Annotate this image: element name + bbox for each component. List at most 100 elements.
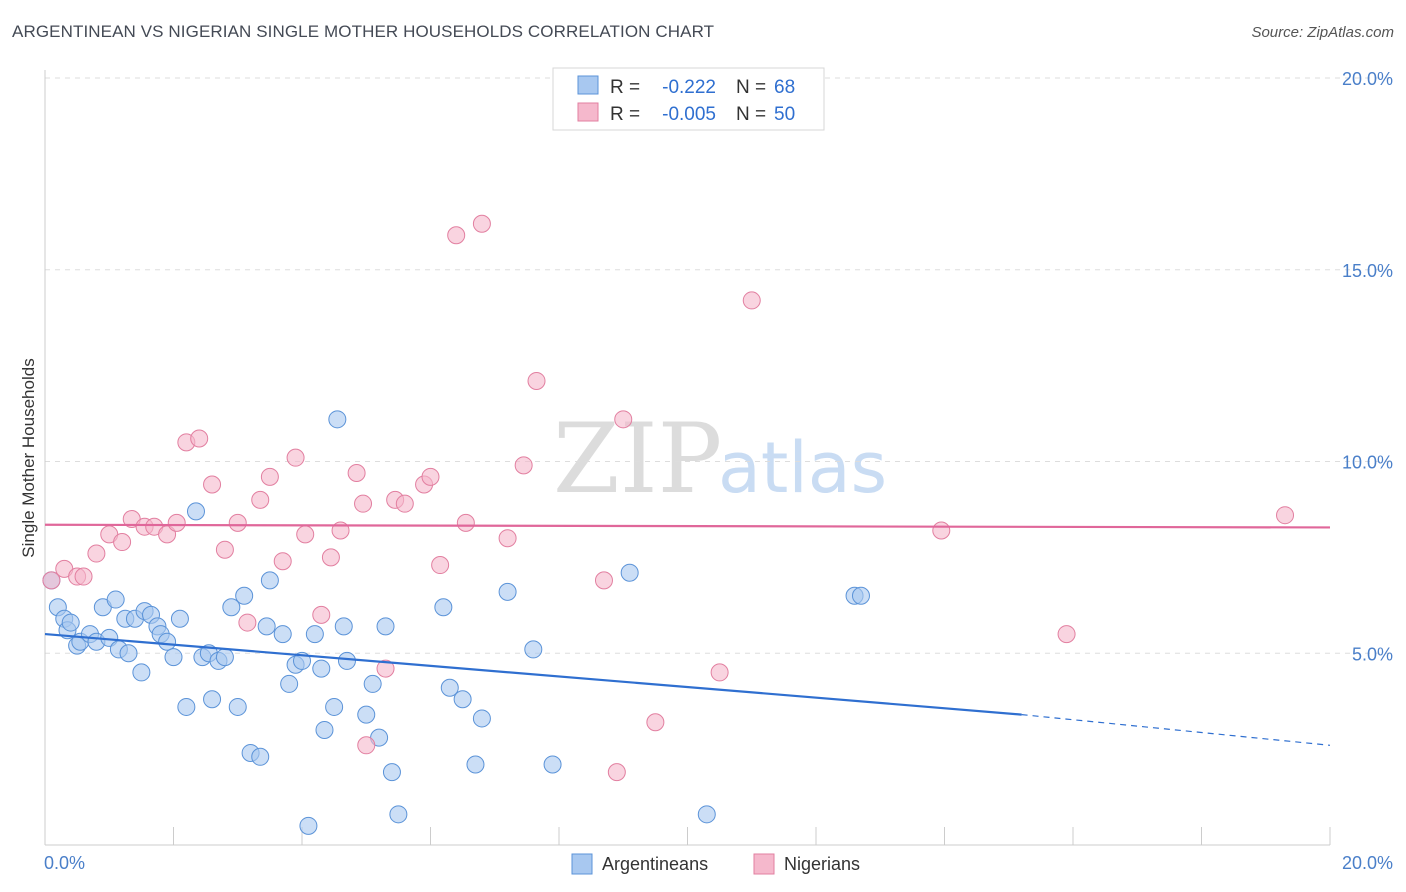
point-nigerians xyxy=(456,513,475,532)
legend-r-value-1: -0.222 xyxy=(662,77,716,98)
series-legend-swatch-argentineans xyxy=(571,853,593,875)
point-nigerians xyxy=(113,533,132,552)
point-argentineans xyxy=(382,763,401,782)
point-nigerians xyxy=(395,494,414,513)
point-nigerians xyxy=(646,713,665,732)
point-nigerians xyxy=(273,552,292,571)
point-argentineans xyxy=(257,617,276,636)
point-nigerians xyxy=(354,494,373,513)
point-argentineans xyxy=(164,648,183,667)
legend-n-value-2: 50 xyxy=(774,104,795,125)
axes xyxy=(44,70,1331,846)
legend-n-label-2: N = xyxy=(736,104,766,125)
point-argentineans xyxy=(177,697,196,716)
point-nigerians xyxy=(1276,506,1295,525)
point-nigerians xyxy=(74,567,93,586)
trend-line-nigerians xyxy=(44,523,1331,529)
legend-n-label-1: N = xyxy=(736,77,766,98)
point-argentineans xyxy=(851,586,870,605)
point-argentineans xyxy=(222,598,241,617)
point-argentineans xyxy=(466,755,485,774)
point-nigerians xyxy=(498,529,517,548)
point-argentineans xyxy=(389,805,408,824)
point-argentineans xyxy=(132,663,151,682)
point-nigerians xyxy=(514,456,533,475)
point-argentineans xyxy=(315,720,334,739)
point-argentineans xyxy=(376,617,395,636)
series-legend-swatch-nigerians xyxy=(753,853,775,875)
trend-line-argentineans xyxy=(44,632,1022,716)
watermark-zip: ZIP xyxy=(553,403,722,515)
point-argentineans xyxy=(325,697,344,716)
x-tick-label-min: 0.0% xyxy=(44,853,85,873)
point-nigerians xyxy=(347,464,366,483)
trend-line-extension-argentineans xyxy=(1021,714,1331,746)
legend-swatch-argentineans xyxy=(577,75,599,95)
point-nigerians xyxy=(228,513,247,532)
y-tick-label: 5.0% xyxy=(1352,644,1393,664)
point-nigerians xyxy=(251,490,270,509)
point-nigerians xyxy=(260,467,279,486)
point-argentineans xyxy=(170,609,189,628)
point-nigerians xyxy=(215,540,234,559)
legend-r-label-2: R = xyxy=(610,104,640,125)
y-tick-label: 15.0% xyxy=(1342,261,1393,281)
point-nigerians xyxy=(203,475,222,494)
point-nigerians xyxy=(447,226,466,245)
point-nigerians xyxy=(431,556,450,575)
x-tick-label-max: 20.0% xyxy=(1342,853,1393,873)
point-argentineans xyxy=(337,651,356,670)
series-legend-label-argentineans: Argentineans xyxy=(602,854,708,874)
point-argentineans xyxy=(357,705,376,724)
legend-swatch-nigerians xyxy=(577,102,599,122)
point-nigerians xyxy=(238,613,257,632)
point-argentineans xyxy=(434,598,453,617)
point-argentineans xyxy=(620,563,639,582)
point-nigerians xyxy=(710,663,729,682)
legend-r-label-1: R = xyxy=(610,77,640,98)
trend-lines xyxy=(44,523,1331,746)
point-argentineans xyxy=(472,709,491,728)
point-argentineans xyxy=(280,674,299,693)
point-argentineans xyxy=(235,586,254,605)
source-credit: Source: ZipAtlas.com xyxy=(1251,24,1394,41)
point-argentineans xyxy=(106,590,125,609)
point-argentineans xyxy=(697,805,716,824)
series-legend-label-nigerians: Nigerians xyxy=(784,854,860,874)
point-argentineans xyxy=(251,747,270,766)
point-nigerians xyxy=(614,410,633,429)
point-nigerians xyxy=(594,571,613,590)
point-argentineans xyxy=(215,648,234,667)
point-argentineans xyxy=(440,678,459,697)
point-argentineans xyxy=(363,674,382,693)
point-argentineans xyxy=(334,617,353,636)
point-argentineans xyxy=(328,410,347,429)
scatter-points xyxy=(42,214,1295,835)
point-argentineans xyxy=(158,632,177,651)
point-nigerians xyxy=(421,467,440,486)
point-argentineans xyxy=(186,502,205,521)
point-nigerians xyxy=(296,525,315,544)
point-nigerians xyxy=(932,521,951,540)
point-argentineans xyxy=(260,571,279,590)
y-tick-labels: 5.0% 10.0% 15.0% 20.0% xyxy=(1342,69,1393,664)
point-argentineans xyxy=(305,625,324,644)
point-nigerians xyxy=(357,736,376,755)
x-tick-labels: 0.0% 20.0% xyxy=(44,853,1393,873)
gridlines xyxy=(45,77,1392,654)
point-nigerians xyxy=(190,429,209,448)
point-nigerians xyxy=(376,659,395,678)
y-tick-label: 10.0% xyxy=(1342,453,1393,473)
point-nigerians xyxy=(607,763,626,782)
point-nigerians xyxy=(742,291,761,310)
series-legend: Argentineans Nigerians xyxy=(571,853,860,875)
chart-title: ARGENTINEAN VS NIGERIAN SINGLE MOTHER HO… xyxy=(12,22,715,41)
point-nigerians xyxy=(87,544,106,563)
point-nigerians xyxy=(167,513,186,532)
point-argentineans xyxy=(312,659,331,678)
y-axis-label: Single Mother Households xyxy=(19,358,38,557)
stats-legend: R = -0.222 N = 68 R = -0.005 N = 50 xyxy=(552,67,825,131)
point-nigerians xyxy=(1057,625,1076,644)
point-argentineans xyxy=(273,625,292,644)
